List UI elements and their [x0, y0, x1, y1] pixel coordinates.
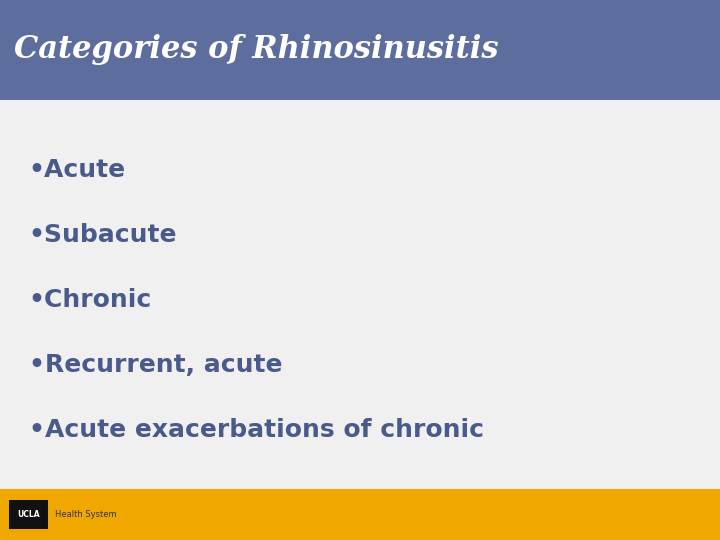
Text: Health System: Health System [55, 510, 117, 519]
Text: •Acute: •Acute [29, 158, 126, 182]
Text: •Recurrent, acute: •Recurrent, acute [29, 353, 282, 377]
Text: •Acute exacerbations of chronic: •Acute exacerbations of chronic [29, 418, 484, 442]
Text: Categories of Rhinosinusitis: Categories of Rhinosinusitis [14, 35, 499, 65]
Text: •Chronic: •Chronic [29, 288, 152, 312]
Bar [0, 489, 720, 540]
Text: UCLA: UCLA [17, 510, 40, 519]
Bar [0, 0, 720, 100]
Bar [9, 501, 48, 529]
Text: •Subacute: •Subacute [29, 223, 177, 247]
